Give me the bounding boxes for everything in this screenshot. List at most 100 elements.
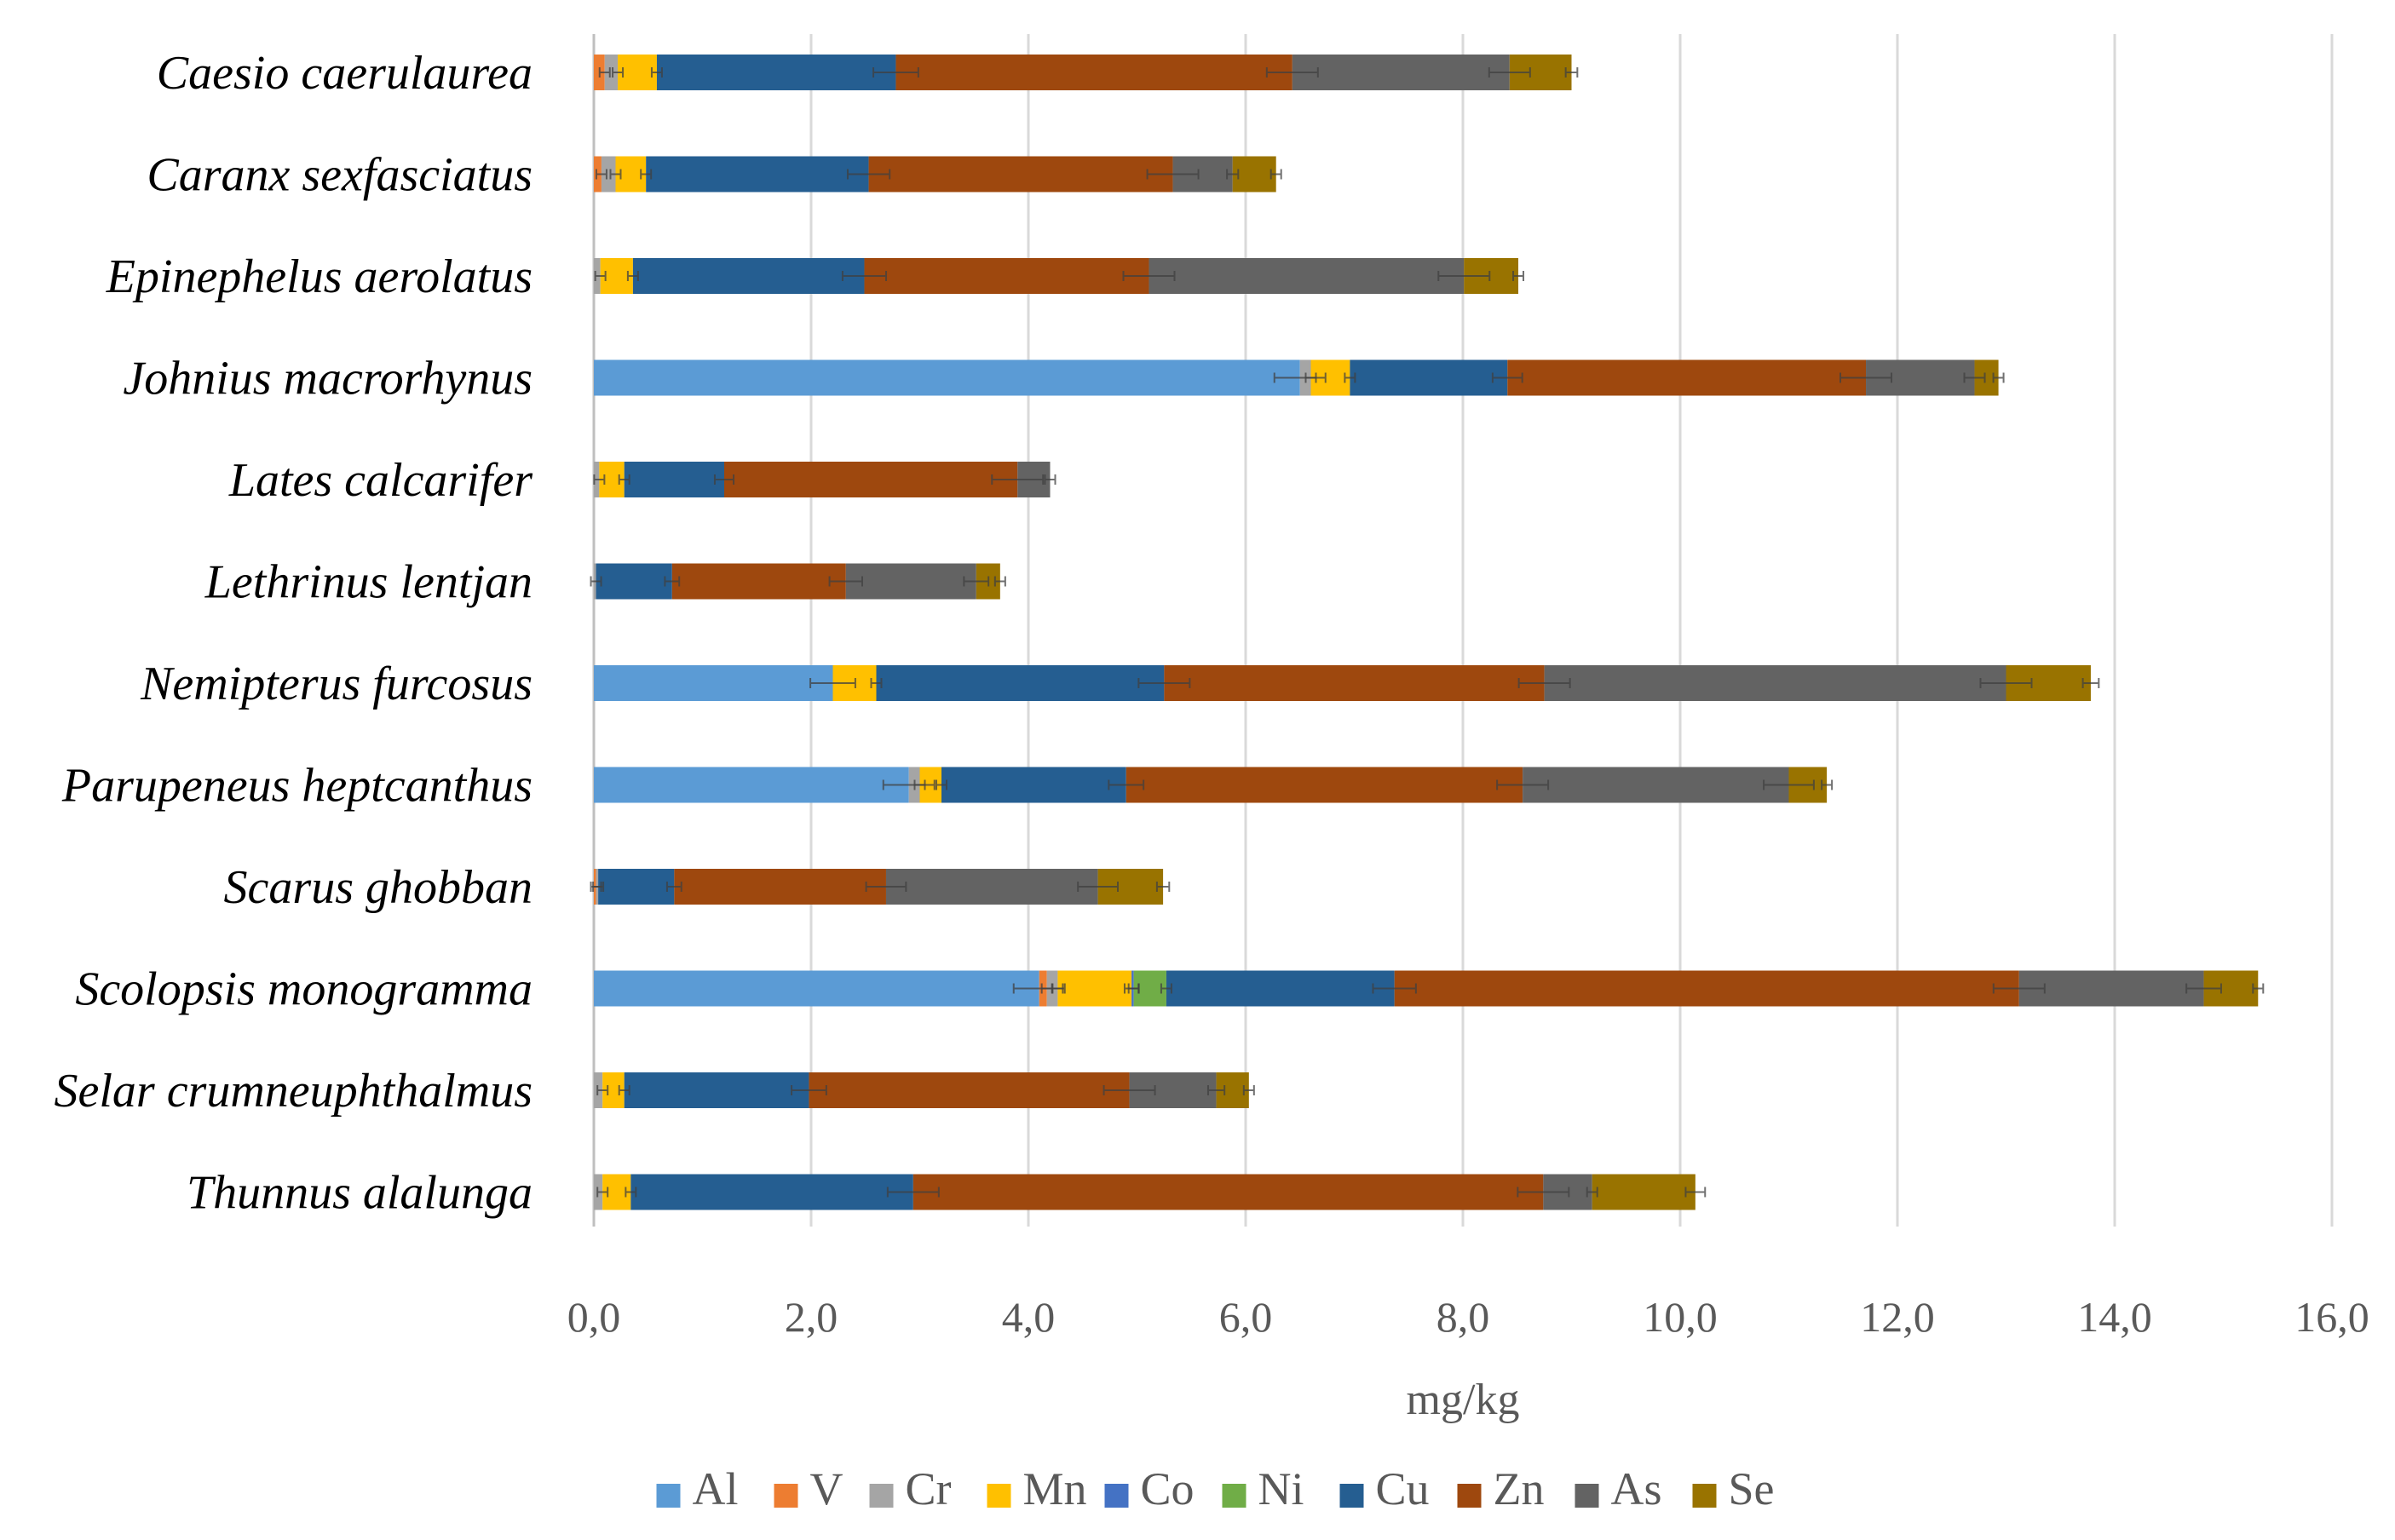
error-bar: [1108, 779, 1145, 790]
error-bar: [1517, 1187, 1570, 1198]
bar-segment-cu: [598, 869, 675, 905]
error-bar: [1992, 372, 2005, 383]
error-bar: [612, 67, 625, 78]
error-bar: [936, 779, 947, 790]
bar-segment-as: [1544, 665, 2006, 701]
legend-item: Al: [656, 1463, 739, 1514]
category-labels: Caesio caerulaurea Caranx sexfasciatus Epi…: [54, 47, 533, 1220]
bar-segment-cu: [624, 462, 724, 497]
error-bar: [609, 169, 622, 180]
bar-segment-cu: [1350, 359, 1508, 396]
bar-segment-as: [2018, 970, 2204, 1007]
error-bar: [2185, 983, 2222, 994]
error-bar: [1992, 983, 2046, 994]
x-tick-label: 4,0: [1002, 1293, 1056, 1341]
error-bar: [1137, 678, 1191, 688]
legend: Al V Cr Mn Co Ni Cu Zn As Se: [656, 1463, 1775, 1514]
bar-segment-zn: [809, 1072, 1130, 1108]
legend-label: As: [1611, 1463, 1662, 1514]
bar-segment-as: [1149, 258, 1465, 294]
error-bar: [1821, 779, 1834, 790]
bar-segment-zn: [868, 156, 1173, 192]
legend-item: Cu: [1339, 1463, 1430, 1514]
bar-segment-cu: [596, 563, 672, 600]
error-bar: [1226, 169, 1240, 180]
bar-segment-zn: [1164, 665, 1545, 701]
category-label: Scarus ghobban: [224, 861, 533, 914]
error-bar: [713, 474, 735, 485]
legend-item: Ni: [1222, 1463, 1304, 1514]
error-bar: [1839, 372, 1893, 383]
bar-segment-as: [1523, 767, 1789, 803]
bar-segment-cr: [601, 156, 616, 192]
bar-segment-cu: [656, 55, 896, 90]
error-bar: [625, 1187, 637, 1198]
error-bar: [993, 576, 1006, 587]
legend-label: Ni: [1258, 1463, 1304, 1514]
legend-swatch: [1339, 1484, 1364, 1508]
error-bar: [1269, 169, 1282, 180]
bar-segment-cu: [876, 665, 1165, 701]
category-label: Thunnus alalunga: [187, 1167, 533, 1220]
category-label: Caranx sexfasciatus: [147, 149, 533, 202]
x-tick-label: 14,0: [2077, 1293, 2152, 1341]
bar-segment-al: [594, 665, 833, 701]
legend-label: Zn: [1494, 1463, 1545, 1514]
error-bar: [1127, 983, 1140, 994]
category-label: Selar crumneuphthalmus: [54, 1065, 533, 1118]
error-bar: [865, 882, 907, 892]
legend-swatch: [656, 1484, 681, 1508]
bar-segment-as: [1292, 55, 1510, 90]
x-tick-label: 6,0: [1219, 1293, 1273, 1341]
legend-swatch: [987, 1484, 1011, 1508]
error-bar: [1763, 779, 1815, 790]
bar-segment-zn: [895, 55, 1292, 90]
error-bar: [598, 67, 611, 78]
bar-segment-cr: [604, 55, 619, 90]
legend-swatch: [1222, 1484, 1246, 1508]
bar-segment-cu: [632, 258, 865, 294]
error-bar: [1564, 67, 1579, 78]
bar-segment-cu: [1166, 970, 1395, 1007]
bar-segment-zn: [1507, 359, 1867, 396]
bar-segment-zn: [671, 563, 846, 600]
legend-swatch: [1457, 1484, 1482, 1508]
category-label: Scolopsis monogramma: [75, 963, 533, 1016]
error-bar: [594, 271, 607, 281]
error-bar: [1512, 271, 1525, 281]
category-label: Nemipterus furcosus: [140, 658, 533, 710]
category-label: Parupeneus heptcanthus: [61, 760, 533, 813]
bar-segment-al: [594, 970, 1039, 1007]
error-bar: [870, 678, 883, 688]
error-bars: [590, 67, 2265, 1198]
legend-label: Se: [1729, 1463, 1775, 1514]
legend-label: V: [810, 1463, 843, 1514]
error-bar: [1304, 372, 1317, 383]
error-bar: [1684, 1187, 1707, 1198]
error-bar: [592, 882, 605, 892]
error-bar: [1155, 882, 1171, 892]
bar-segment-mn: [1057, 970, 1132, 1007]
error-bar: [991, 474, 1045, 485]
legend-swatch: [774, 1484, 798, 1508]
error-bar: [1160, 983, 1172, 994]
error-bar: [595, 169, 607, 180]
bar-segment-zn: [674, 869, 886, 905]
x-tick-label: 8,0: [1436, 1293, 1490, 1341]
category-label: Johnius macrorhynus: [123, 353, 533, 405]
error-bar: [1437, 271, 1491, 281]
error-bar: [596, 1187, 609, 1198]
bar-segment-zn: [864, 258, 1149, 294]
legend-item: Zn: [1457, 1463, 1545, 1514]
error-bar: [2252, 983, 2265, 994]
bar-segment-zn: [1394, 970, 2019, 1007]
error-bar: [1963, 372, 1986, 383]
error-bar: [1265, 67, 1319, 78]
legend-swatch: [1575, 1484, 1599, 1508]
error-bar: [841, 271, 888, 281]
error-bar: [1488, 67, 1531, 78]
error-bar: [1586, 1187, 1598, 1198]
x-tick-label: 12,0: [1860, 1293, 1935, 1341]
error-bar: [618, 1085, 630, 1095]
